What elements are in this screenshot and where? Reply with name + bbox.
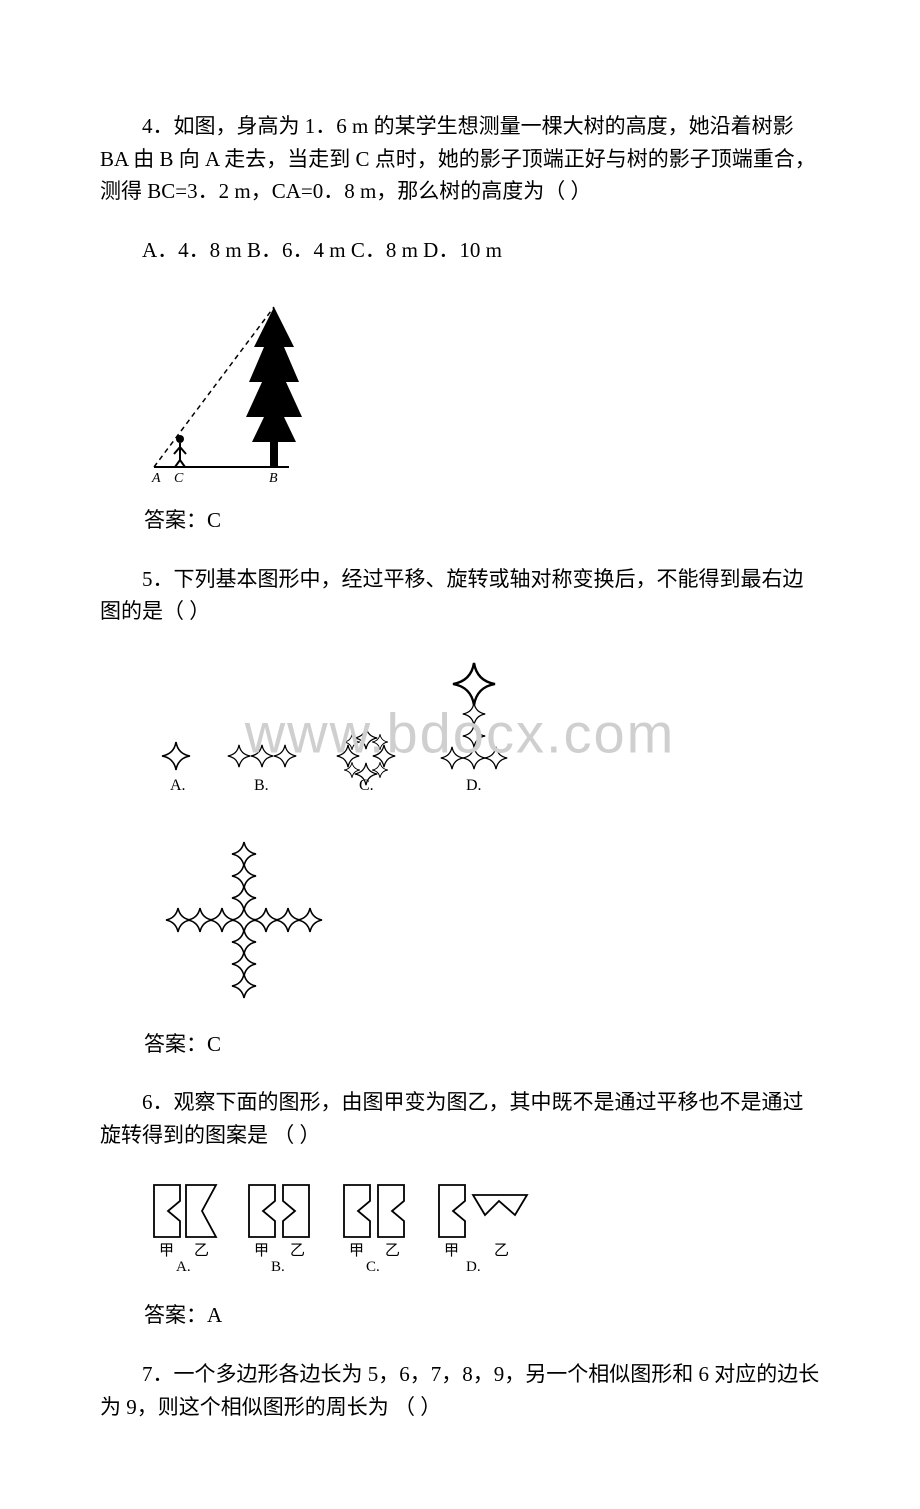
q6-text: 6．观察下面的图形，由图甲变为图乙，其中既不是通过平移也不是通过旋转得到的图案是… bbox=[100, 1086, 820, 1151]
svg-text:乙: 乙 bbox=[494, 1243, 509, 1259]
svg-text:乙: 乙 bbox=[385, 1243, 400, 1259]
q6-label-b: B. bbox=[271, 1259, 285, 1275]
q7-text: 7．一个多边形各边长为 5，6，7，8，9，另一个相似图形和 6 对应的边长为 … bbox=[100, 1358, 820, 1423]
svg-text:乙: 乙 bbox=[194, 1243, 209, 1259]
q6-answer: 答案：A bbox=[144, 1299, 820, 1332]
q5-figure: A. B. C. bbox=[144, 654, 820, 814]
svg-text:C: C bbox=[174, 471, 184, 482]
q5-answer: 答案：C bbox=[144, 1028, 820, 1061]
q5-text: 5．下列基本图形中，经过平移、旋转或轴对称变换后，不能得到最右边图的是（ ） bbox=[100, 563, 820, 628]
q5-target-figure bbox=[144, 836, 820, 1006]
q4-answer: 答案：C bbox=[144, 504, 820, 537]
svg-text:乙: 乙 bbox=[290, 1243, 305, 1259]
document-page: 4．如图，身高为 1．6 m 的某学生想测量一棵大树的高度，她沿着树影 BA 由… bbox=[0, 0, 920, 1509]
q4-text: 4．如图，身高为 1．6 m 的某学生想测量一棵大树的高度，她沿着树影 BA 由… bbox=[100, 110, 820, 208]
svg-text:A: A bbox=[151, 471, 161, 482]
q5-label-b: B. bbox=[254, 777, 269, 794]
q4-figure: A C B bbox=[144, 292, 820, 482]
q5-label-d: D. bbox=[466, 777, 482, 794]
q6-label-d: D. bbox=[466, 1259, 481, 1275]
q5-label-a: A. bbox=[170, 777, 186, 794]
q4-options: A．4．8 m B．6．4 m C．8 m D．10 m bbox=[100, 234, 820, 267]
svg-text:甲: 甲 bbox=[349, 1243, 364, 1259]
svg-text:甲: 甲 bbox=[444, 1243, 459, 1259]
q6-label-c: C. bbox=[366, 1259, 380, 1275]
svg-text:甲: 甲 bbox=[159, 1243, 174, 1259]
q6-label-a: A. bbox=[176, 1259, 191, 1275]
svg-text:B: B bbox=[269, 471, 278, 482]
q5-label-c: C. bbox=[359, 777, 374, 794]
q6-figure: 甲 乙 A. 甲 乙 B. 甲 乙 C. 甲 乙 D. bbox=[144, 1177, 820, 1277]
svg-text:甲: 甲 bbox=[254, 1243, 269, 1259]
